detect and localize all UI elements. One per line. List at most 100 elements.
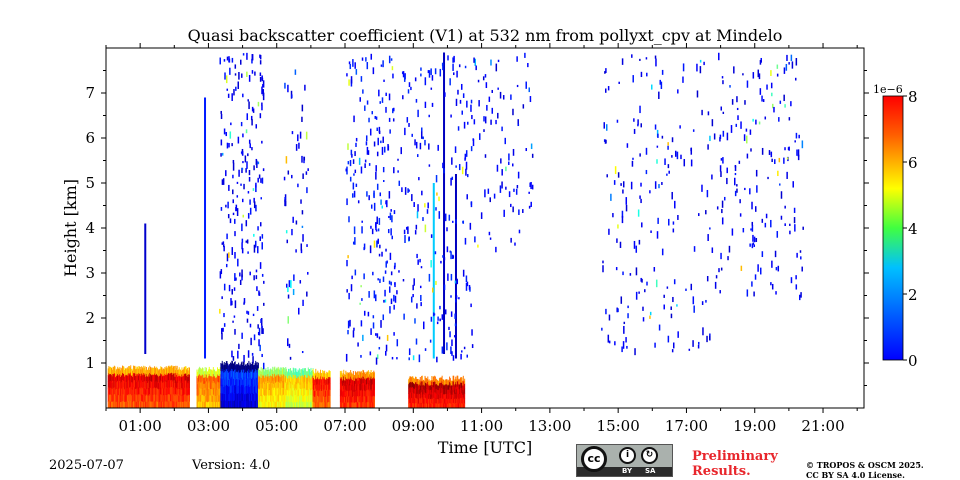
backscatter-point	[734, 172, 737, 176]
aerosol-layer-cell	[346, 396, 348, 403]
aerosol-layer-cell	[462, 375, 464, 382]
aerosol-layer-cell	[299, 396, 301, 403]
backscatter-point	[703, 61, 705, 66]
aerosol-layer-cell	[212, 383, 214, 390]
aerosol-layer-cell	[324, 379, 326, 386]
backscatter-point	[455, 165, 457, 168]
aerosol-layer-cell	[183, 374, 185, 382]
backscatter-point	[350, 149, 353, 156]
backscatter-point	[455, 299, 457, 303]
backscatter-point	[790, 101, 792, 107]
aerosol-layer-cell	[117, 394, 119, 402]
backscatter-point	[474, 236, 476, 243]
aerosol-layer-cell	[150, 387, 152, 395]
aerosol-layer-cell	[322, 376, 324, 384]
backscatter-point	[501, 181, 503, 189]
backscatter-point	[392, 118, 395, 122]
backscatter-point	[495, 119, 497, 125]
aerosol-layer-cell	[231, 368, 233, 378]
aerosol-layer-cell	[458, 383, 460, 389]
aerosol-layer-cell	[449, 403, 451, 409]
backscatter-point	[223, 323, 226, 327]
aerosol-layer-cell	[255, 360, 257, 370]
backscatter-point	[661, 69, 664, 75]
aerosol-layer-cell	[144, 380, 146, 388]
aerosol-layer-cell	[118, 401, 120, 409]
aerosol-layer-cell	[287, 401, 289, 409]
backscatter-point	[720, 267, 723, 271]
backscatter-point	[354, 237, 356, 245]
aerosol-layer-cell	[421, 375, 423, 382]
aerosol-layer-cell	[117, 368, 119, 376]
aerosol-layer-cell	[235, 379, 237, 387]
backscatter-point	[451, 339, 453, 347]
backscatter-point	[424, 203, 426, 208]
aerosol-layer-cell	[126, 401, 128, 409]
backscatter-point	[287, 287, 289, 293]
aerosol-layer-cell	[209, 388, 211, 396]
aerosol-layer-cell	[300, 375, 302, 383]
aerosol-layer-cell	[457, 402, 459, 409]
backscatter-point	[221, 296, 223, 300]
backscatter-point	[412, 294, 414, 298]
aerosol-layer-cell	[148, 380, 149, 389]
backscatter-point	[531, 153, 534, 158]
aerosol-layer-cell	[214, 401, 216, 409]
backscatter-point	[400, 147, 402, 155]
aerosol-layer-cell	[198, 387, 200, 395]
aerosol-layer-cell	[208, 373, 210, 381]
aerosol-layer-cell	[160, 401, 162, 409]
aerosol-layer-cell	[309, 375, 311, 383]
backscatter-point	[247, 311, 250, 315]
backscatter-point	[466, 100, 468, 108]
aerosol-layer-cell	[251, 371, 253, 379]
aerosol-layer-cell	[146, 388, 148, 396]
aerosol-layer-cell	[187, 376, 189, 384]
backscatter-point	[351, 153, 353, 158]
backscatter-point	[504, 137, 506, 145]
aerosol-layer-cell	[342, 396, 344, 403]
aerosol-layer-cell	[341, 370, 343, 378]
backscatter-point	[625, 197, 628, 205]
aerosol-layer-cell	[351, 373, 353, 380]
aerosol-layer-cell	[171, 387, 173, 395]
aerosol-layer-cell	[134, 379, 136, 388]
aerosol-layer-cell	[141, 366, 143, 374]
aerosol-layer-cell	[125, 381, 127, 389]
aerosol-layer-cell	[147, 376, 149, 383]
aerosol-layer-cell	[154, 387, 156, 395]
aerosol-layer-cell	[432, 397, 434, 404]
aerosol-layer-cell	[361, 373, 363, 380]
backscatter-point	[228, 58, 231, 63]
aerosol-layer-cell	[442, 379, 444, 385]
backscatter-point	[518, 229, 521, 234]
backscatter-point	[721, 200, 724, 208]
aerosol-layer-cell	[184, 401, 186, 409]
backscatter-point	[421, 190, 423, 196]
aerosol-layer-cell	[130, 365, 132, 373]
aerosol-layer-cell	[296, 377, 298, 385]
backscatter-point	[777, 265, 780, 272]
aerosol-layer-cell	[236, 378, 238, 387]
aerosol-layer-cell	[410, 402, 412, 409]
aerosol-layer-cell	[111, 394, 113, 402]
aerosol-layer-cell	[161, 401, 163, 409]
aerosol-layer-cell	[187, 370, 189, 377]
backscatter-point	[482, 76, 485, 81]
aerosol-layer-cell	[425, 398, 427, 404]
aerosol-layer-cell	[424, 381, 426, 387]
aerosol-layer-cell	[321, 390, 323, 397]
aerosol-layer-cell	[354, 383, 356, 390]
aerosol-layer-cell	[449, 402, 451, 409]
aerosol-layer-cell	[349, 379, 351, 386]
aerosol-layer-cell	[460, 387, 462, 393]
aerosol-layer-cell	[184, 380, 186, 388]
backscatter-point	[253, 165, 255, 171]
aerosol-layer-cell	[455, 403, 457, 409]
aerosol-layer-cell	[349, 384, 351, 392]
aerosol-layer-cell	[160, 387, 162, 395]
aerosol-layer-cell	[115, 382, 117, 389]
aerosol-layer-cell	[277, 401, 279, 409]
aerosol-layer-cell	[233, 393, 235, 401]
backscatter-point	[251, 119, 253, 126]
